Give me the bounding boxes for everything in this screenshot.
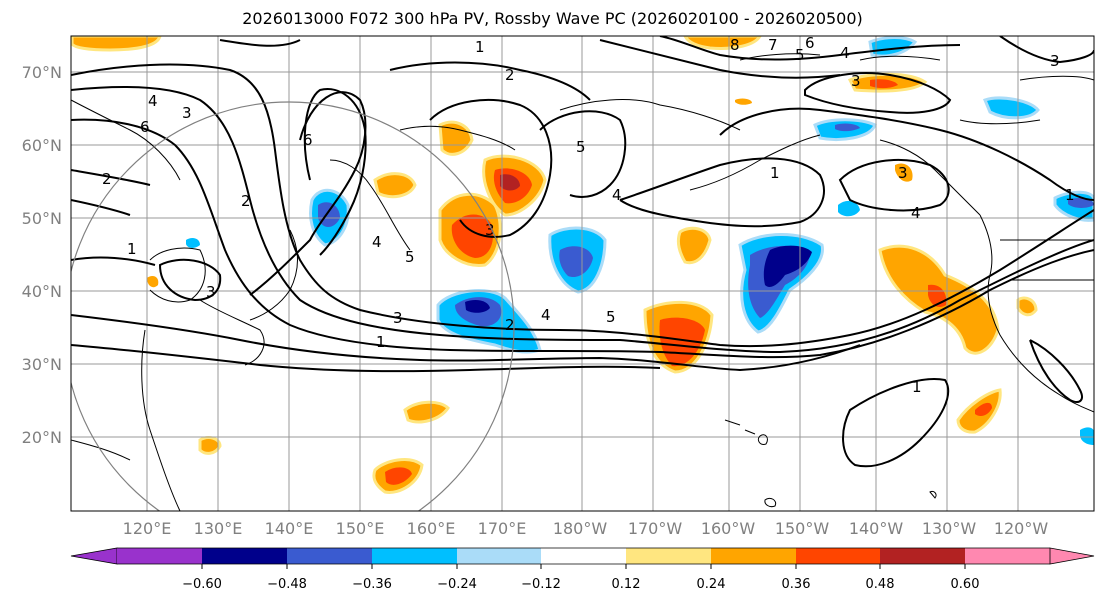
colorbar-swatch	[202, 548, 287, 564]
lon-label: 140°E	[265, 519, 314, 538]
contour-label: 3	[182, 104, 192, 122]
contour-label: 1	[475, 38, 485, 56]
lon-label: 160°W	[701, 519, 756, 538]
contour-label: 5	[606, 308, 616, 326]
contour-label: 2	[505, 66, 515, 84]
lon-label: 130°W	[922, 519, 977, 538]
contour-label: 6	[303, 131, 313, 149]
contour-label: 6	[805, 34, 815, 52]
colorbar-swatch	[287, 548, 372, 564]
coastlines	[71, 53, 1094, 511]
figure-title: 2026013000 F072 300 hPa PV, Rossby Wave …	[242, 9, 863, 28]
colorbar-extend-low	[70, 547, 118, 565]
colorbar-tick: −0.48	[267, 577, 307, 592]
contour-label: 1	[376, 333, 386, 351]
lon-label: 180°W	[553, 519, 608, 538]
lat-label: 30°N	[22, 355, 62, 374]
contour-label: 1	[1065, 186, 1075, 204]
lon-label: 170°W	[628, 519, 683, 538]
lat-label: 20°N	[22, 428, 62, 447]
lon-label: 120°W	[994, 519, 1049, 538]
colorbar-swatch	[965, 548, 1050, 564]
lon-label: 170°E	[478, 519, 527, 538]
colorbar-tick: −0.24	[437, 577, 477, 592]
contour-label: 6	[140, 118, 150, 136]
colorbar-tick: 0.60	[951, 577, 980, 592]
colorbar-extend-high	[1049, 547, 1095, 565]
colorbar-swatch	[457, 548, 541, 564]
colorbar-swatch	[626, 548, 711, 564]
colorbar-tick: 0.12	[612, 577, 641, 592]
lon-label: 140°W	[849, 519, 904, 538]
latitude-labels: 70°N 60°N 50°N 40°N 30°N 20°N	[22, 63, 62, 447]
lon-label: 150°E	[336, 519, 385, 538]
range-circle	[71, 101, 515, 511]
colorbar-tick: −0.12	[521, 577, 561, 592]
negative-anomalies	[186, 36, 1094, 445]
longitude-labels: 120°E 130°E 140°E 150°E 160°E 170°E 180°…	[123, 519, 1049, 538]
colorbar-tick: −0.36	[352, 577, 392, 592]
colorbar-swatch	[796, 548, 880, 564]
colorbar-swatch	[372, 548, 457, 564]
colorbar-tick: 0.48	[866, 577, 895, 592]
contour-label: 1	[770, 164, 780, 182]
pv-contours	[71, 36, 1094, 468]
colorbar-tick: −0.60	[182, 577, 222, 592]
contour-label: 3	[851, 72, 861, 90]
contour-label: 2	[505, 316, 515, 334]
contour-labels: 1 3 2 4 5 5 3 5 4 2 1 2 3 4 6 6 3 1 2 4 …	[102, 34, 1075, 396]
lon-label: 160°E	[407, 519, 456, 538]
contour-label: 5	[576, 138, 586, 156]
contour-label: 2	[102, 170, 112, 188]
contour-label: 4	[612, 186, 622, 204]
colorbar-swatch	[711, 548, 796, 564]
contour-label: 4	[148, 92, 158, 110]
contour-label: 7	[768, 36, 778, 54]
map-border	[70, 35, 1095, 512]
contour-label: 3	[206, 283, 216, 301]
contour-label: 3	[1050, 52, 1060, 70]
colorbar-swatch	[880, 548, 965, 564]
contour-label: 1	[912, 378, 922, 396]
lon-label: 120°E	[123, 519, 172, 538]
lon-label: 130°E	[194, 519, 243, 538]
graticule	[71, 36, 1094, 511]
contour-label: 4	[840, 44, 850, 62]
contour-label: 8	[730, 36, 740, 54]
contour-label: 1	[127, 240, 137, 258]
contour-label: 2	[241, 192, 251, 210]
lat-label: 60°N	[22, 136, 62, 155]
contour-label: 3	[485, 221, 495, 239]
colorbar-tick: 0.24	[697, 577, 726, 592]
contour-label: 3	[898, 164, 908, 182]
lat-label: 70°N	[22, 63, 62, 82]
colorbar: −0.60 −0.48 −0.36 −0.24 −0.12 0.12 0.24 …	[70, 547, 1095, 592]
colorbar-swatch	[541, 548, 626, 564]
contour-label: 3	[393, 309, 403, 327]
colorbar-tick: 0.36	[782, 577, 811, 592]
lon-label: 150°W	[775, 519, 830, 538]
contour-label: 4	[541, 306, 551, 324]
lat-label: 50°N	[22, 209, 62, 228]
contour-label: 5	[795, 46, 805, 64]
colorbar-swatch	[117, 548, 202, 564]
lat-label: 40°N	[22, 282, 62, 301]
contour-label: 4	[911, 204, 921, 222]
contour-label: 4	[372, 233, 382, 251]
contour-label: 5	[405, 248, 415, 266]
